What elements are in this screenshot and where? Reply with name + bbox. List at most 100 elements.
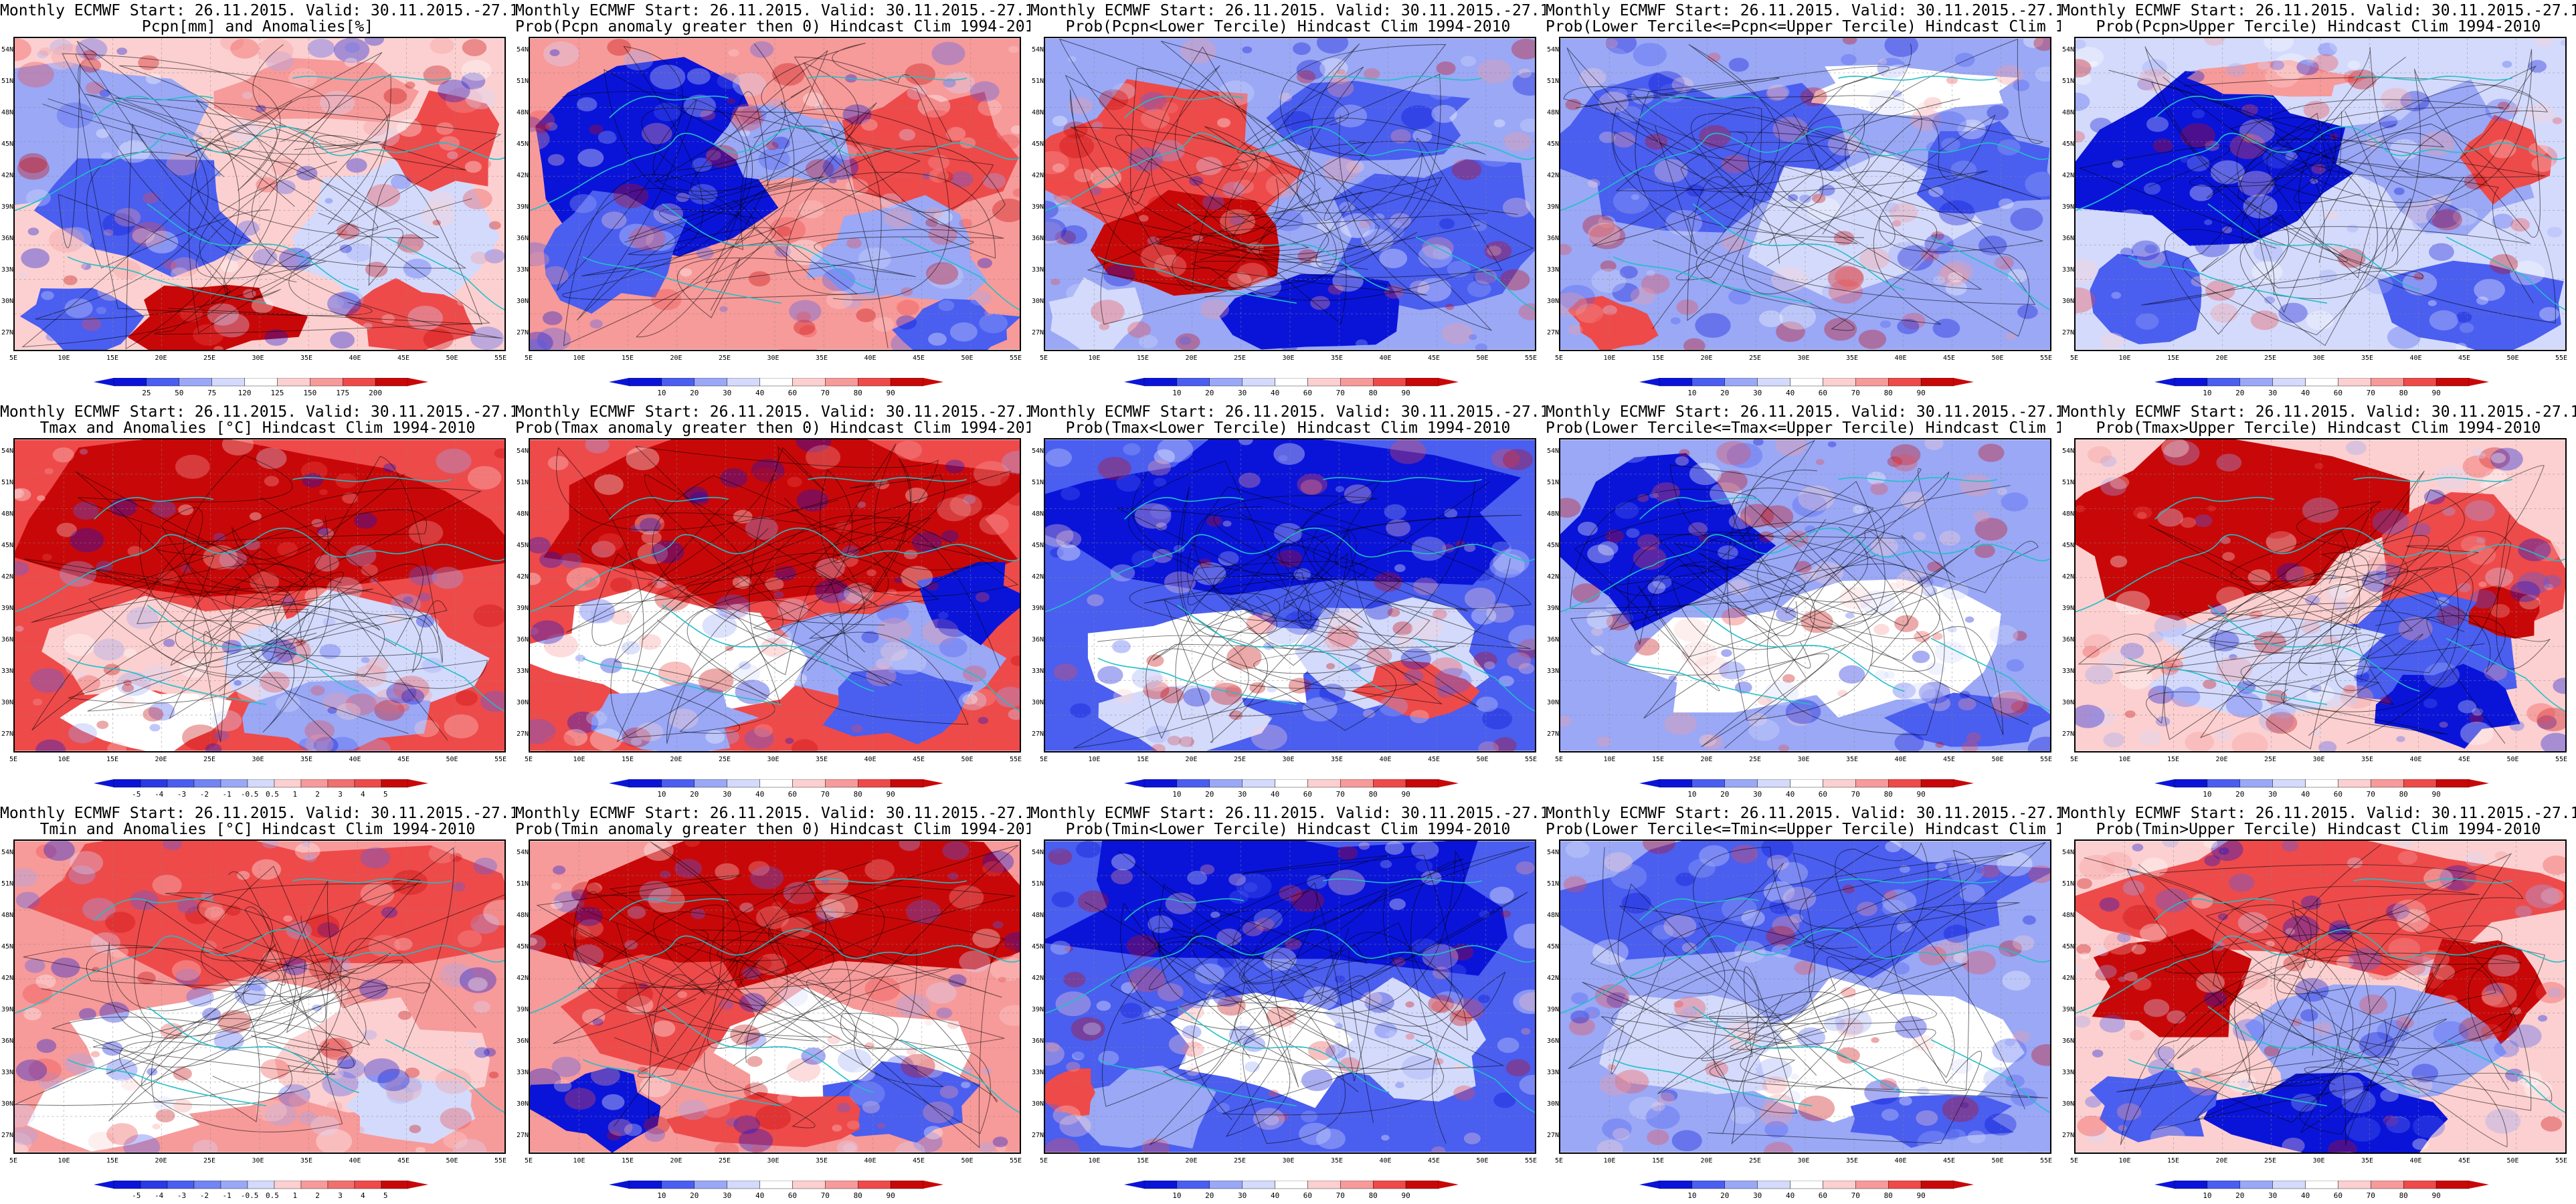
colorbar-tick-label: 60 — [1819, 389, 1827, 397]
noise-cell — [866, 665, 897, 687]
noise-cell — [15, 561, 29, 576]
contour-line — [1590, 854, 2013, 1075]
colorbar-tick-label: 80 — [1369, 1191, 1378, 1200]
noise-cell — [1847, 866, 1867, 880]
noise-cell — [691, 908, 706, 919]
noise-cell — [345, 693, 377, 716]
noise-cell — [2424, 975, 2444, 989]
noise-cell — [1592, 939, 1629, 965]
colorbar-tick-label: 80 — [2399, 790, 2408, 799]
noise-cell — [1764, 1142, 1793, 1152]
noise-cell — [1152, 1045, 1186, 1069]
noise-cell — [256, 1100, 287, 1122]
colorbar-segment — [2174, 1180, 2208, 1189]
noise-cell — [2142, 59, 2168, 77]
noise-cell — [2076, 704, 2105, 728]
noise-cell — [1730, 1106, 1756, 1124]
noise-cell — [2537, 708, 2565, 732]
noise-cell — [937, 497, 972, 522]
noise-cell — [2470, 589, 2497, 609]
noise-cell — [2205, 280, 2235, 301]
colorbar-tick-label: 20 — [1205, 790, 1214, 799]
colorbar-tick-label: 90 — [886, 790, 895, 799]
noise-cell — [346, 158, 367, 173]
noise-cell — [2019, 1114, 2050, 1141]
noise-cell — [1518, 663, 1535, 674]
noise-cell — [1960, 474, 1993, 497]
noise-cell — [1417, 278, 1452, 302]
longitude-tick-label: 25E — [203, 756, 216, 763]
colorbar-tick-label: 40 — [755, 1191, 764, 1200]
noise-cell — [1973, 510, 1990, 522]
noise-cell — [1924, 233, 1954, 255]
noise-cell — [937, 612, 974, 637]
contour-line — [141, 866, 403, 1087]
panel-title-line1: Monthly ECMWF Start: 26.11.2015. Valid: … — [2061, 805, 2576, 822]
noise-cell — [420, 203, 455, 228]
panel-title-line1: Monthly ECMWF Start: 26.11.2015. Valid: … — [2061, 403, 2576, 421]
noise-cell — [2203, 841, 2218, 849]
latitude-tick-label: 54N — [1032, 46, 1044, 54]
noise-cell — [234, 680, 242, 686]
noise-cell — [2231, 732, 2268, 751]
noise-cell — [1435, 668, 1472, 694]
colorbar-segment — [1920, 1180, 1954, 1189]
noise-cell — [2345, 440, 2367, 456]
noise-cell — [51, 43, 87, 69]
noise-cell — [610, 609, 632, 625]
noise-cell — [1598, 907, 1623, 924]
noise-cell — [1469, 562, 1496, 581]
noise-cell — [37, 495, 45, 502]
noise-cell — [2526, 703, 2555, 724]
noise-cell — [2452, 207, 2478, 226]
anomaly-region — [2076, 71, 2367, 246]
noise-cell — [1138, 215, 1149, 222]
contour-line — [2084, 853, 2512, 1146]
noise-cell — [571, 889, 588, 901]
contour-line — [2159, 864, 2524, 1134]
noise-cell — [2525, 102, 2555, 124]
noise-cell — [2118, 976, 2126, 983]
longitude-tick-label: 50E — [2506, 1157, 2519, 1165]
noise-cell — [1489, 553, 1525, 579]
noise-cell — [1484, 241, 1512, 261]
anomaly-region — [379, 90, 500, 192]
noise-cell — [530, 536, 551, 554]
noise-cell — [445, 87, 482, 113]
noise-cell — [32, 698, 43, 706]
noise-cell — [791, 739, 818, 751]
noise-cell — [383, 463, 397, 473]
noise-cell — [2364, 274, 2393, 294]
latitude-tick-label: 30N — [2062, 298, 2075, 305]
noise-cell — [2222, 226, 2233, 233]
noise-cell — [821, 877, 830, 884]
noise-cell — [19, 153, 48, 173]
noise-cell — [1482, 708, 1513, 730]
coastline — [1045, 477, 1535, 712]
noise-cell — [947, 872, 959, 880]
noise-cell — [2079, 854, 2116, 880]
colorbar-tick-label: 30 — [2268, 1191, 2277, 1200]
noise-cell — [1671, 1130, 1702, 1152]
noise-cell — [1665, 209, 1703, 236]
colorbar-tick-label: 90 — [1401, 1191, 1410, 1200]
noise-cell — [2383, 1115, 2399, 1126]
noise-cell — [907, 86, 927, 100]
noise-cell — [1797, 892, 1819, 908]
noise-cell — [1319, 58, 1348, 78]
noise-cell — [1111, 83, 1136, 100]
longitude-tick-label: 45E — [1943, 756, 1956, 763]
latitude-tick-label: 42N — [2062, 573, 2075, 581]
noise-cell — [922, 619, 959, 645]
colorbar-arrow-right — [923, 1181, 943, 1189]
noise-cell — [1216, 995, 1246, 1016]
contour-line — [2078, 610, 2464, 735]
colorbar-segment — [113, 779, 141, 788]
noise-cell — [1560, 498, 1581, 518]
noise-cell — [30, 668, 66, 693]
noise-cell — [2216, 656, 2253, 682]
colorbar-segment — [661, 377, 695, 387]
noise-cell — [1297, 474, 1327, 495]
longitude-tick-label: 25E — [203, 1157, 216, 1165]
noise-cell — [919, 110, 955, 134]
